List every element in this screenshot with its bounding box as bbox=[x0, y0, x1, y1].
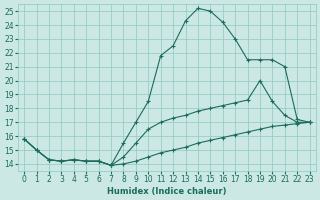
X-axis label: Humidex (Indice chaleur): Humidex (Indice chaleur) bbox=[107, 187, 227, 196]
